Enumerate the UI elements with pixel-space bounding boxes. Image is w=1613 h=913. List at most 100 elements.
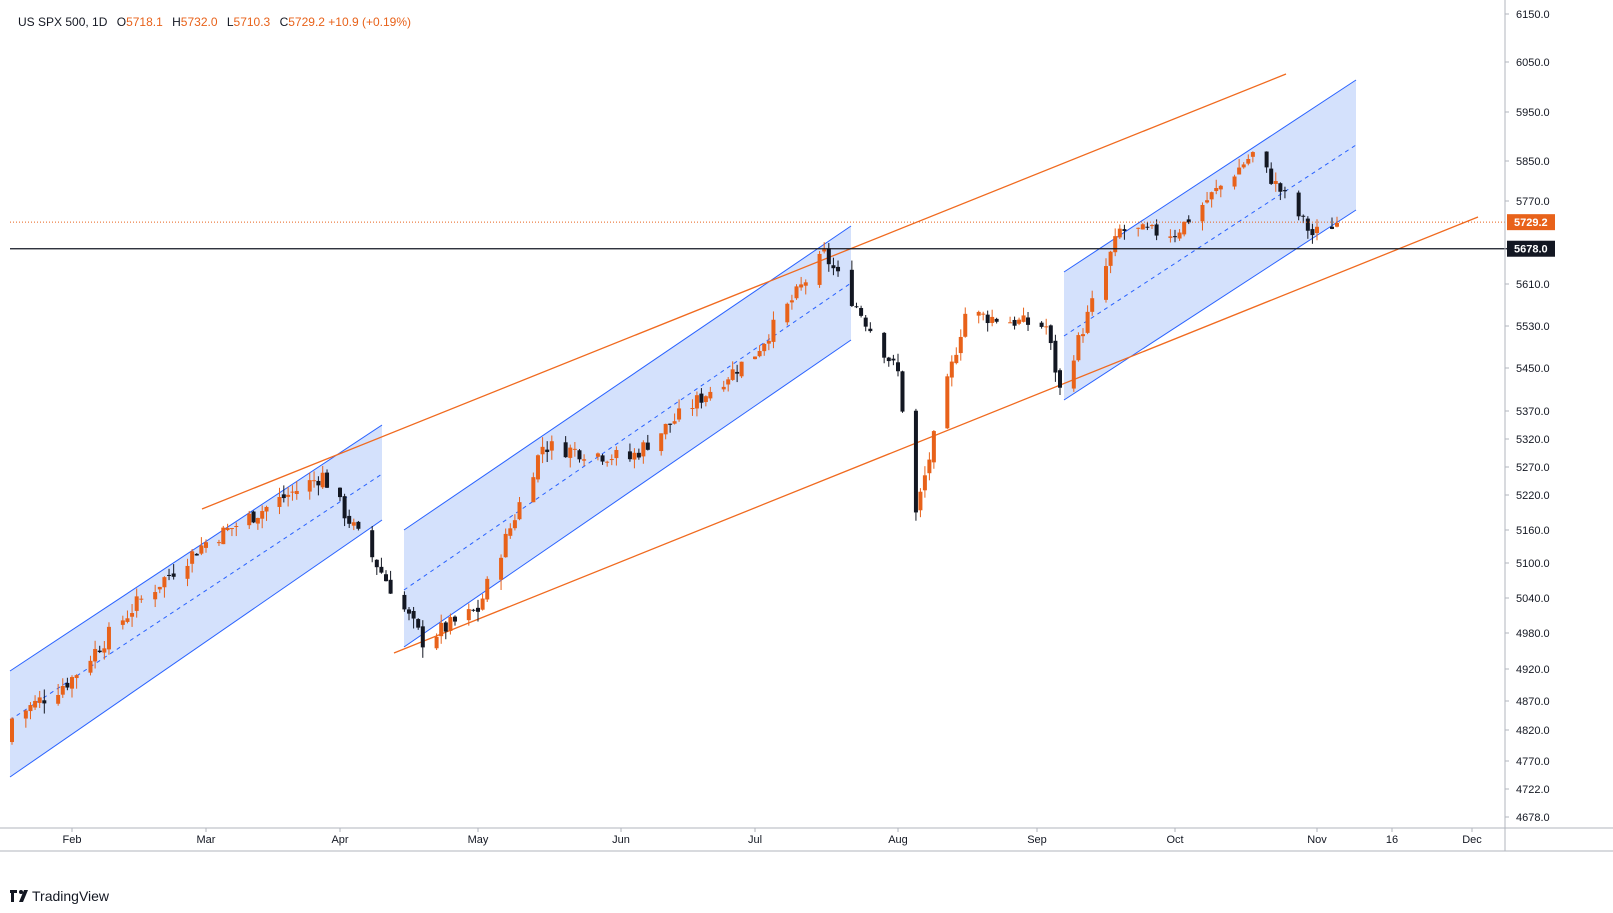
candle-body	[976, 311, 981, 316]
candle-body	[535, 455, 540, 480]
candle-body	[42, 700, 47, 704]
candle-body	[162, 577, 167, 588]
candle-body	[568, 447, 573, 458]
candle-body	[1071, 360, 1076, 389]
y-tick-label: 6150.0	[1516, 9, 1550, 21]
last-price-tag	[1507, 214, 1555, 231]
candle-body	[374, 559, 379, 568]
candle-body	[167, 574, 172, 576]
candle-body	[102, 648, 107, 653]
candle-body	[307, 480, 312, 492]
candle-body	[23, 710, 28, 719]
candle-body	[1021, 315, 1026, 322]
candle-body	[325, 472, 330, 488]
candle-body	[632, 452, 637, 460]
candle-body	[600, 455, 605, 462]
candle-body	[471, 609, 476, 611]
candle-body	[356, 521, 361, 529]
candle-body	[900, 371, 905, 412]
horizontal-level-tag	[1507, 240, 1555, 257]
candle-body	[1218, 185, 1223, 190]
candle-body	[1335, 222, 1339, 227]
candle-body	[1269, 168, 1274, 184]
candle-body	[868, 328, 873, 332]
candle-body	[286, 494, 291, 497]
candle-body	[1154, 224, 1159, 236]
candle-body	[545, 449, 550, 452]
candle-body	[826, 248, 831, 265]
candle-body	[636, 452, 641, 458]
y-tick-label: 5220.0	[1516, 490, 1550, 502]
candle-body	[994, 318, 999, 322]
candle-body	[185, 565, 190, 579]
candle-body	[125, 618, 130, 622]
candle-body	[384, 574, 388, 582]
candle-body	[281, 494, 286, 499]
candle-body	[730, 369, 735, 380]
candle-body	[1081, 334, 1085, 337]
candle-body	[190, 551, 195, 564]
candle-body	[836, 266, 841, 272]
resistance-trendline	[201, 73, 1287, 510]
y-tick-label: 5100.0	[1516, 558, 1550, 570]
candle-body	[1076, 335, 1081, 361]
candle-body	[1150, 225, 1154, 227]
y-tick-label: 5370.0	[1516, 406, 1550, 418]
candle-body	[476, 607, 480, 612]
candle-body	[216, 542, 221, 544]
candle-body	[1246, 158, 1251, 164]
x-tick-label: Oct	[1166, 834, 1183, 846]
candle-body	[708, 391, 713, 399]
candle-body	[690, 408, 695, 410]
y-tick-label: 5040.0	[1516, 593, 1550, 605]
y-tick-label: 5610.0	[1516, 279, 1550, 291]
channel-median-1	[403, 282, 852, 591]
candle-body	[312, 480, 317, 482]
candle-body	[37, 697, 42, 703]
tradingview-brand[interactable]: TradingView	[10, 888, 109, 904]
brand-name: TradingView	[32, 888, 110, 904]
candle-body	[342, 496, 347, 519]
candle-body	[1200, 204, 1205, 222]
y-tick-label: 4920.0	[1516, 664, 1550, 676]
candle-body	[434, 636, 439, 649]
candle-body	[1145, 226, 1150, 228]
candle-body	[97, 650, 102, 653]
candle-body	[985, 314, 990, 324]
candle-body	[1305, 218, 1310, 231]
candle-body	[1237, 167, 1242, 175]
candle-body	[347, 515, 352, 524]
candle-body	[70, 677, 74, 689]
candle-body	[370, 530, 375, 558]
x-tick-label: Mar	[197, 834, 216, 846]
candle-body	[1026, 317, 1031, 325]
candle-body	[726, 379, 731, 385]
candle-body	[605, 461, 610, 463]
candle-body	[508, 528, 513, 536]
candle-body	[1117, 228, 1122, 238]
candle-body	[1017, 319, 1022, 324]
change-value: +10.9 (+0.19%)	[328, 15, 412, 29]
candle-body	[503, 533, 508, 558]
candle-body	[886, 357, 891, 362]
candle-body	[739, 361, 744, 377]
candle-body	[859, 308, 864, 316]
candle-body	[1008, 322, 1013, 324]
close-value: 5729.2	[288, 15, 325, 29]
trendlines	[201, 73, 1479, 654]
candle-body	[1241, 164, 1246, 168]
x-tick-label: May	[468, 834, 489, 846]
candle-body	[411, 610, 416, 619]
candle-body	[659, 433, 664, 452]
candle-body	[1330, 226, 1334, 229]
y-tick-label: 4870.0	[1516, 696, 1550, 708]
candle-body	[416, 619, 421, 628]
close-label: C	[279, 15, 289, 29]
candle-body	[379, 566, 384, 573]
candle-body	[10, 718, 14, 743]
candle-body	[1315, 226, 1319, 234]
candle-body	[1039, 322, 1044, 327]
candle-body	[153, 592, 158, 600]
candle-body	[1136, 227, 1141, 229]
